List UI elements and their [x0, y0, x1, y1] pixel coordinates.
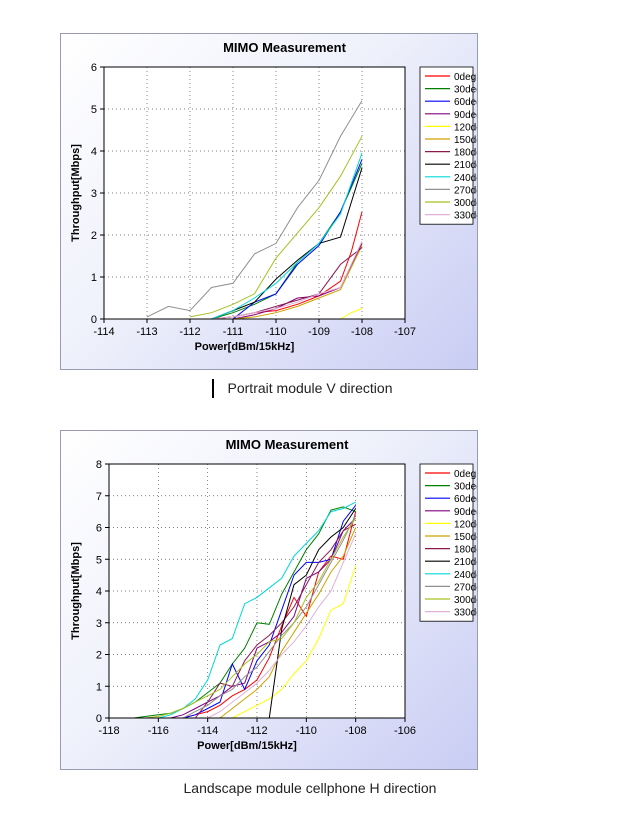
chart2-x-axis-label: Power[dBm/15kHz]: [197, 740, 297, 752]
chart2-y-tick-label-8: 8: [96, 459, 102, 471]
chart2-series-line-90deg: [170, 517, 357, 719]
text-cursor: [212, 379, 214, 398]
chart2-legend-box: [419, 463, 474, 622]
chart1-legend-label-300deg: 300deg: [454, 198, 477, 209]
chart1-x-axis-label: Power[dBm/15kHz]: [195, 341, 295, 353]
chart1-x-tick-label-6: -108: [351, 326, 373, 338]
chart1-legend-label-240deg: 240deg: [454, 173, 477, 184]
chart1-legend-label-180deg: 180deg: [454, 148, 477, 159]
chart1-y-tick-label-6: 6: [91, 62, 97, 74]
chart2-y-tick-label-4: 4: [96, 586, 102, 598]
chart1-x-tick-label-7: -107: [394, 326, 416, 338]
chart2-legend-label-300deg: 300deg: [454, 595, 477, 606]
chart1-legend-label-0deg: 0deg: [454, 72, 476, 83]
chart2-legend-label-120deg: 120deg: [454, 519, 477, 530]
chart1-legend-label-60deg: 60deg: [454, 97, 477, 108]
chart-landscape: -118 -116 -114 -112 -110 -108 -106 0 1 2 3 4 5 6 7 8 MIM…: [70, 437, 477, 752]
chart1-title: MIMO Measurement: [223, 40, 346, 55]
chart1-y-tick-label-3: 3: [91, 188, 97, 200]
chart2-series-line-300deg: [145, 517, 357, 719]
caption-landscape: Landscape module cellphone H direction: [183, 780, 437, 796]
chart2-x-tick-label-6: -106: [394, 725, 416, 737]
chart2-x-tick-label-4: -110: [296, 725, 317, 737]
chart2-title: MIMO Measurement: [226, 437, 349, 452]
chart1-legend-label-30deg: 30deg: [454, 85, 477, 96]
chart2-legend-label-330deg: 330deg: [454, 608, 477, 619]
chart1-x-tick-label-5: -109: [308, 326, 330, 338]
chart1-series-line-120deg: [340, 308, 363, 320]
chart2-y-tick-label-3: 3: [96, 618, 102, 630]
chart1-series-line-240deg: [211, 152, 363, 320]
chart2-x-tick-label-2: -114: [197, 725, 218, 737]
chart1-legend-label-270deg: 270deg: [454, 185, 477, 196]
chart2-series-line-120deg: [232, 565, 357, 719]
chart1-x-tick-label-3: -111: [223, 326, 243, 338]
chart2-y-tick-label-2: 2: [96, 650, 102, 662]
chart1-legend-label-120deg: 120deg: [454, 122, 477, 133]
chart1-y-tick-label-5: 5: [91, 104, 97, 116]
chart2-legend-label-270deg: 270deg: [454, 582, 477, 593]
chart2-series-line-210deg: [268, 508, 357, 719]
chart2-y-tick-label-0: 0: [96, 713, 102, 725]
chart2-series-line-180deg: [194, 523, 356, 719]
chart1-y-tick-label-0: 0: [91, 314, 97, 326]
chart2-legend-label-90deg: 90deg: [454, 507, 477, 518]
chart1-y-tick-label-4: 4: [91, 146, 97, 158]
chart2-series-line-270deg: [182, 514, 357, 719]
chart1-x-tick-label-1: -113: [136, 326, 157, 338]
chart2-legend-label-30deg: 30deg: [454, 482, 477, 493]
chart1-y-axis-label: Throughput[Mbps]: [70, 144, 82, 242]
chart-portrait: -114 -113 -112 -111 -110 -109 -108 -107 0 1 2 3 4 5 6 M…: [70, 40, 477, 353]
chart1-x-tick-label-2: -112: [179, 326, 200, 338]
chart2-x-tick-label-5: -108: [345, 725, 367, 737]
chart2-series-line-60deg: [182, 504, 357, 719]
chart2-series-line-0deg: [182, 511, 357, 719]
chart1-x-tick-label-4: -110: [265, 326, 286, 338]
chart2-series-line-240deg: [158, 501, 356, 719]
chart-panel-portrait: -114 -113 -112 -111 -110 -109 -108 -107 0 1 2 3 4 5 6 M…: [60, 33, 478, 370]
chart1-plot-area: [104, 67, 405, 319]
chart1-series-line-270deg: [146, 100, 363, 318]
chart1-legend-box: [419, 66, 474, 225]
chart2-legend-label-60deg: 60deg: [454, 494, 477, 505]
chart1-y-tick-label-2: 2: [91, 230, 97, 242]
chart1-x-tick-label-0: -114: [93, 326, 114, 338]
chart2-y-tick-label-1: 1: [96, 681, 102, 693]
chart-panel-landscape: -118 -116 -114 -112 -110 -108 -106 0 1 2 3 4 5 6 7 8 MIM…: [60, 430, 478, 770]
chart2-series-line-150deg: [219, 527, 357, 719]
chart2-x-tick-label-0: -118: [98, 725, 119, 737]
chart2-legend-label-210deg: 210deg: [454, 557, 477, 568]
chart2-y-tick-label-7: 7: [96, 491, 102, 503]
chart1-legend-label-210deg: 210deg: [454, 160, 477, 171]
chart2-legend-label-240deg: 240deg: [454, 570, 477, 581]
chart2-x-tick-label-3: -112: [246, 725, 267, 737]
chart2-legend-label-150deg: 150deg: [454, 532, 477, 543]
chart2-y-axis-label: Throughput[Mbps]: [70, 542, 82, 640]
chart1-y-tick-label-1: 1: [91, 272, 97, 284]
chart1-legend-label-150deg: 150deg: [454, 135, 477, 146]
chart2-x-tick-label-1: -116: [148, 725, 169, 737]
chart1-series-line-300deg: [189, 136, 363, 318]
chart1-series-line-330deg: [211, 241, 363, 320]
chart2-y-tick-label-6: 6: [96, 523, 102, 535]
chart1-series-line-150deg: [232, 245, 363, 320]
chart2-y-tick-label-5: 5: [96, 554, 102, 566]
chart1-legend-label-330deg: 330deg: [454, 211, 477, 222]
chart2-series-line-330deg: [207, 533, 357, 719]
chart2-legend-label-0deg: 0deg: [454, 469, 476, 480]
caption-portrait: Portrait module V direction: [227, 380, 393, 396]
chart1-legend-label-90deg: 90deg: [454, 110, 477, 121]
chart1-series-line-210deg: [211, 167, 363, 320]
chart2-legend-label-180deg: 180deg: [454, 545, 477, 556]
